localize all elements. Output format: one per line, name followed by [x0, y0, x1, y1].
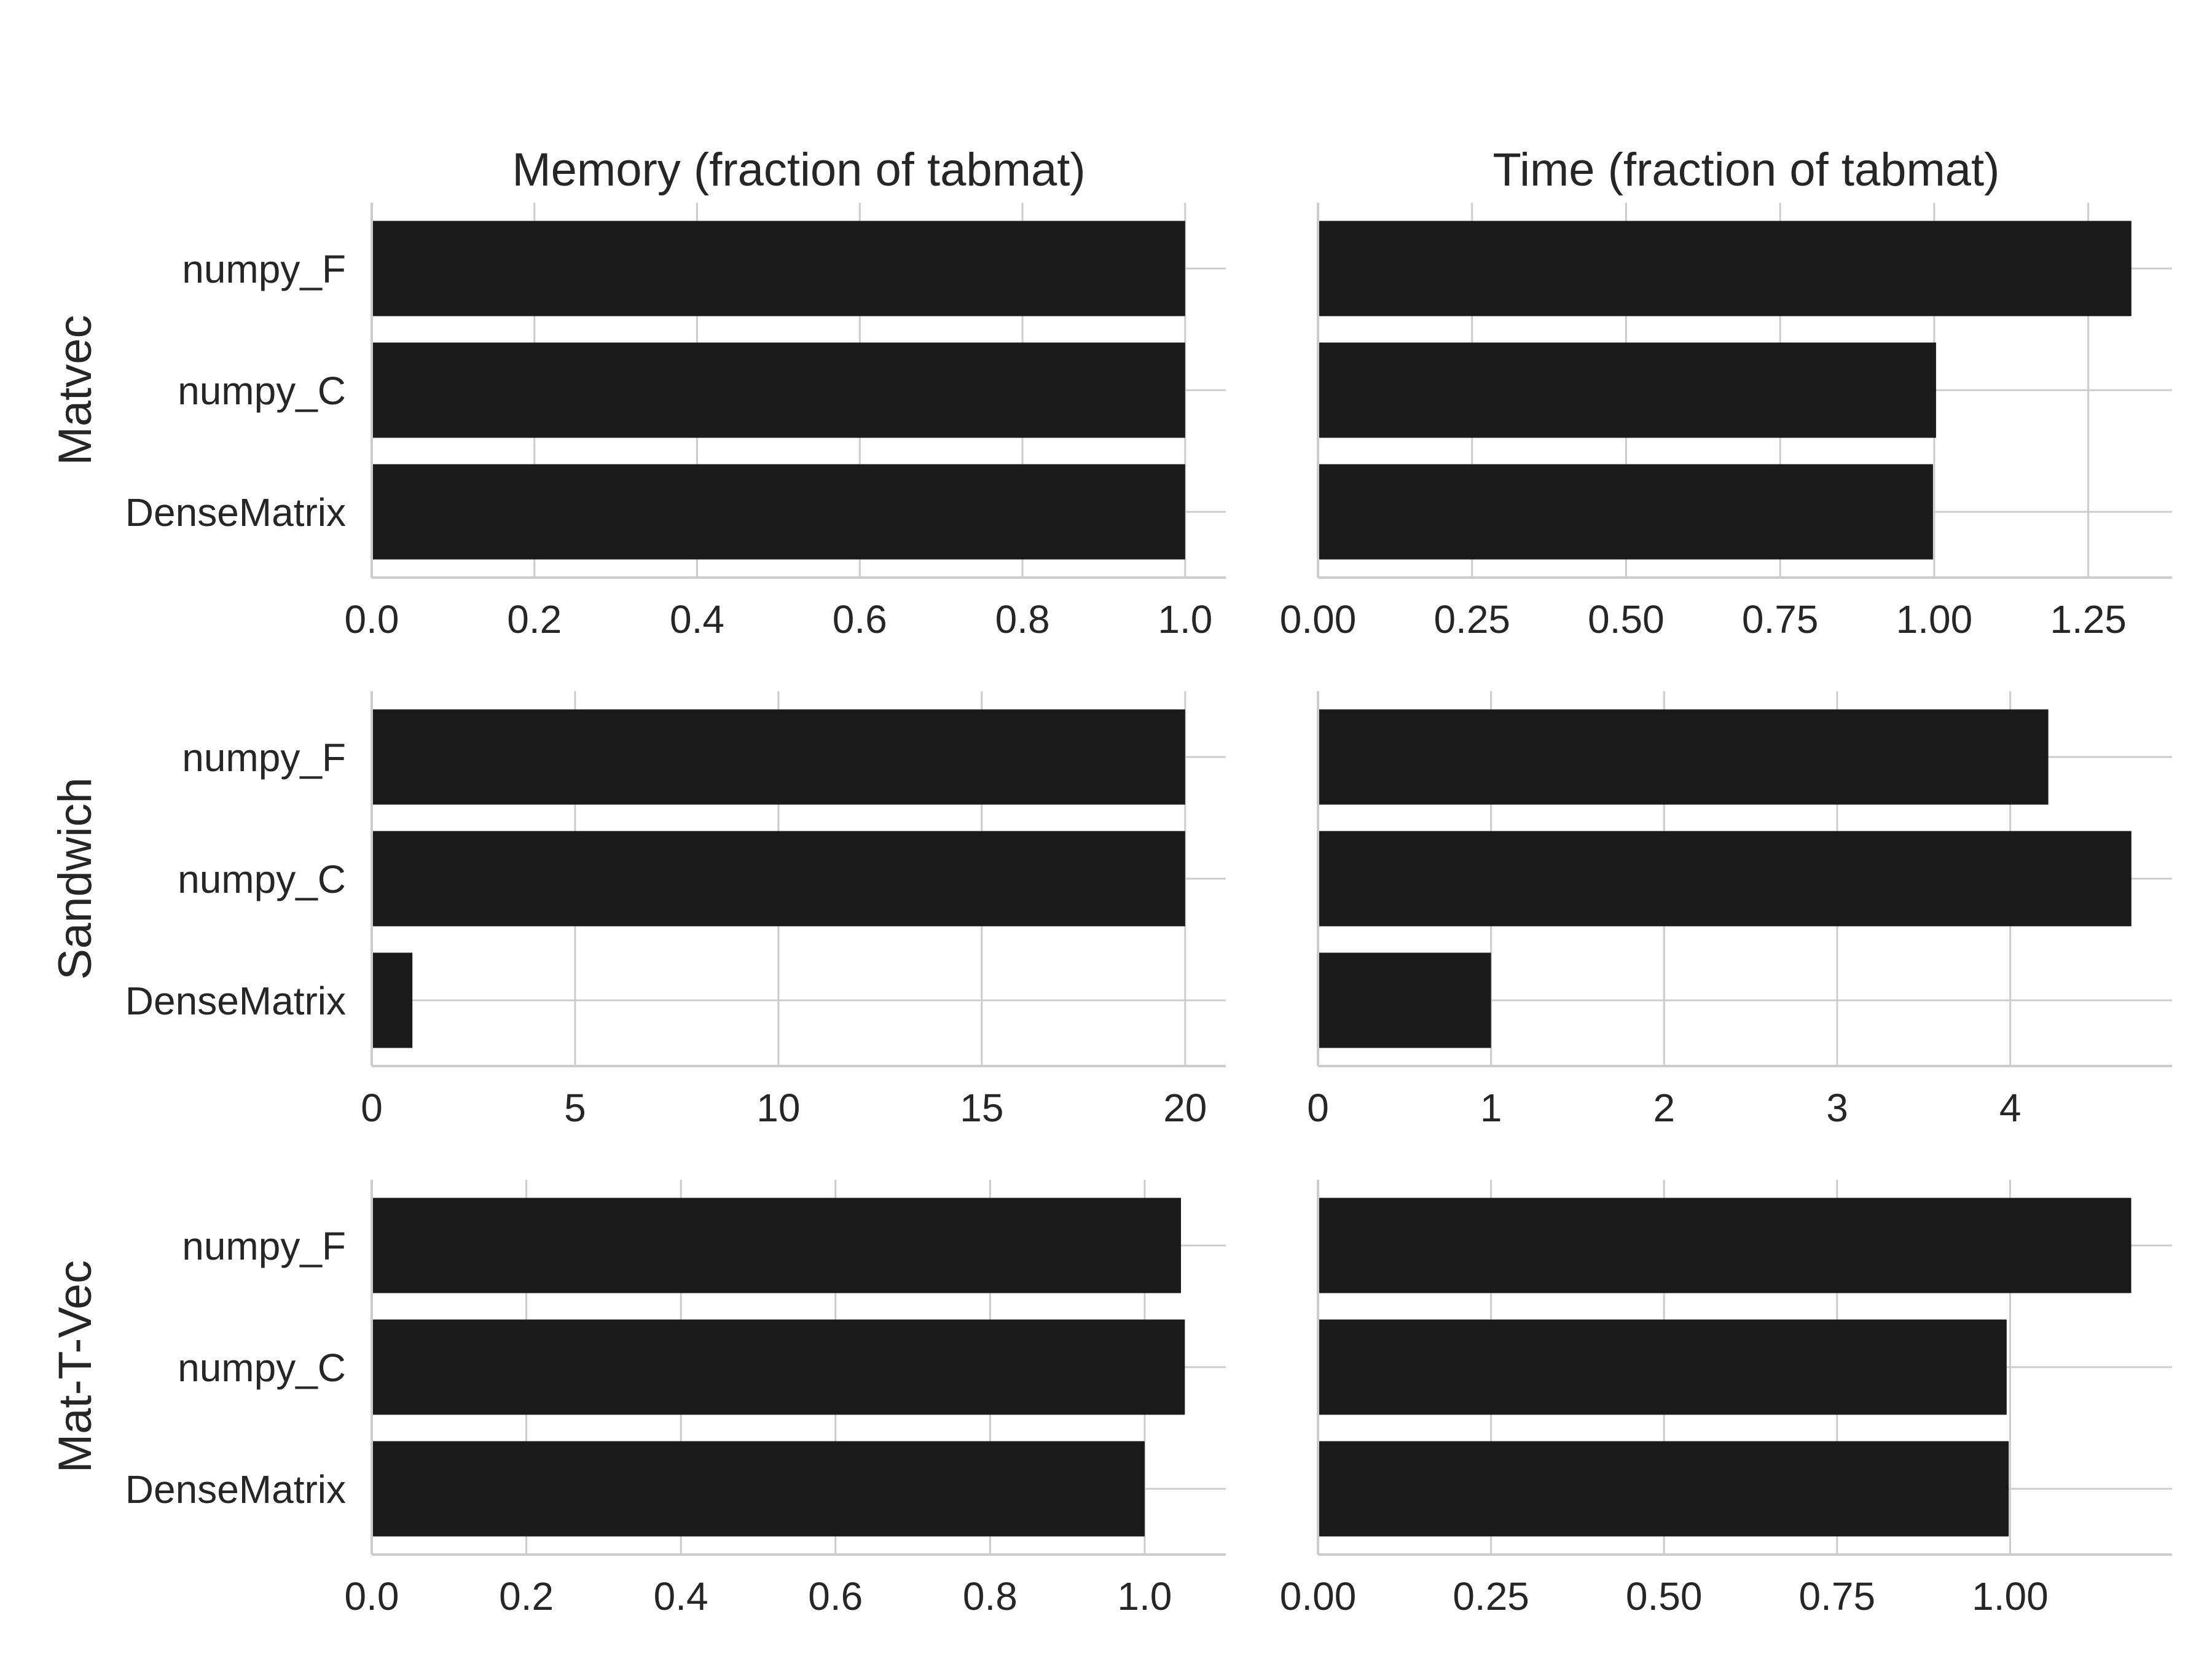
bar-numpy-c [372, 831, 1185, 927]
bar-numpy-c [372, 342, 1185, 438]
bar-densematrix [372, 1441, 1145, 1537]
column-titles: Memory (fraction of tabmat) Time (fracti… [512, 144, 1999, 196]
column-title-time: Time (fraction of tabmat) [1493, 144, 2000, 196]
bar-densematrix [372, 464, 1185, 560]
x-tick-label: 2 [1653, 1086, 1676, 1130]
x-tick-label: 1.25 [2050, 597, 2127, 641]
x-tick-label: 10 [756, 1086, 800, 1130]
row-label-sandwich: Sandwich [49, 777, 101, 980]
panel-mat-t-vec-memory: 0.0 0.2 0.4 0.6 0.8 1.0 numpy_F numpy_C DenseMat… [125, 1180, 1226, 1618]
panel-matvec-memory: 0.0 0.2 0.4 0.6 0.8 1.0 numpy_F numpy_C DenseMat… [125, 203, 1226, 641]
x-tick-label: 0.25 [1453, 1574, 1529, 1618]
x-tick-label: 0.0 [345, 597, 399, 641]
panel-matvec-time: 0.00 0.25 0.50 0.75 1.00 1.25 [1280, 203, 2172, 641]
x-tick-label: 0.6 [833, 597, 887, 641]
x-tick-label: 0.4 [670, 597, 724, 641]
x-tick-label: 0.0 [345, 1574, 399, 1618]
bar-numpy-f [372, 221, 1185, 316]
bar-numpy-c [372, 1319, 1185, 1415]
x-tick-label: 1.0 [1117, 1574, 1172, 1618]
x-tick-label: 0.4 [654, 1574, 708, 1618]
bar-densematrix [1318, 1441, 2009, 1537]
x-tick-label: 1.0 [1158, 597, 1212, 641]
x-tick-label: 0.00 [1280, 597, 1357, 641]
category-label: DenseMatrix [125, 490, 346, 535]
category-label: numpy_F [182, 735, 346, 780]
category-label: numpy_C [178, 369, 346, 413]
bar-densematrix [372, 952, 413, 1048]
x-tick-label: 0.50 [1588, 597, 1665, 641]
x-tick-label: 0.6 [808, 1574, 863, 1618]
row-label-mat-t-vec: Mat-T-Vec [49, 1260, 101, 1473]
x-tick-label: 1 [1480, 1086, 1502, 1130]
x-tick-label: 15 [960, 1086, 1003, 1130]
x-tick-label: 0.8 [963, 1574, 1018, 1618]
row-labels: Matvec Sandwich Mat-T-Vec [49, 315, 101, 1473]
x-tick-label: 5 [564, 1086, 586, 1130]
category-label: numpy_F [182, 1224, 346, 1268]
bar-numpy-f [372, 709, 1185, 805]
x-tick-label: 0.2 [499, 1574, 554, 1618]
category-label: DenseMatrix [125, 1467, 346, 1512]
x-tick-label: 0.75 [1799, 1574, 1876, 1618]
bar-numpy-f [1318, 709, 2049, 805]
x-tick-label: 20 [1163, 1086, 1207, 1130]
category-label: numpy_F [182, 247, 346, 291]
bar-densematrix [1318, 952, 1491, 1048]
category-label: numpy_C [178, 857, 346, 901]
bar-numpy-f [372, 1198, 1182, 1293]
bar-densematrix [1318, 464, 1933, 560]
panel-mat-t-vec-time: 0.00 0.25 0.50 0.75 1.00 [1280, 1180, 2172, 1618]
x-tick-label: 0.2 [507, 597, 562, 641]
x-tick-label: 1.00 [1896, 597, 1973, 641]
category-label: numpy_C [178, 1346, 346, 1390]
bar-numpy-c [1318, 831, 2132, 927]
column-title-memory: Memory (fraction of tabmat) [512, 144, 1085, 196]
panel-sandwich-memory: 0 5 10 15 20 numpy_F numpy_C DenseMatrix [125, 691, 1226, 1130]
bar-numpy-f [1318, 1198, 2132, 1293]
row-label-matvec: Matvec [49, 315, 101, 466]
x-tick-label: 0.25 [1433, 597, 1510, 641]
x-tick-label: 3 [1826, 1086, 1848, 1130]
x-tick-label: 0.75 [1742, 597, 1819, 641]
bar-numpy-c [1318, 1319, 2007, 1415]
x-tick-label: 1.00 [1972, 1574, 2049, 1618]
x-tick-label: 0 [1307, 1086, 1329, 1130]
x-tick-label: 0.50 [1626, 1574, 1703, 1618]
x-tick-label: 0 [361, 1086, 383, 1130]
panel-sandwich-time: 0 1 2 3 4 [1307, 691, 2172, 1130]
category-label: DenseMatrix [125, 979, 346, 1023]
x-tick-label: 0.8 [995, 597, 1050, 641]
x-tick-label: 0.00 [1280, 1574, 1357, 1618]
bar-numpy-f [1318, 221, 2132, 316]
x-tick-label: 4 [1999, 1086, 2022, 1130]
panels: 0.0 0.2 0.4 0.6 0.8 1.0 numpy_F numpy_C DenseMat… [125, 203, 2172, 1618]
bar-numpy-c [1318, 342, 1936, 438]
